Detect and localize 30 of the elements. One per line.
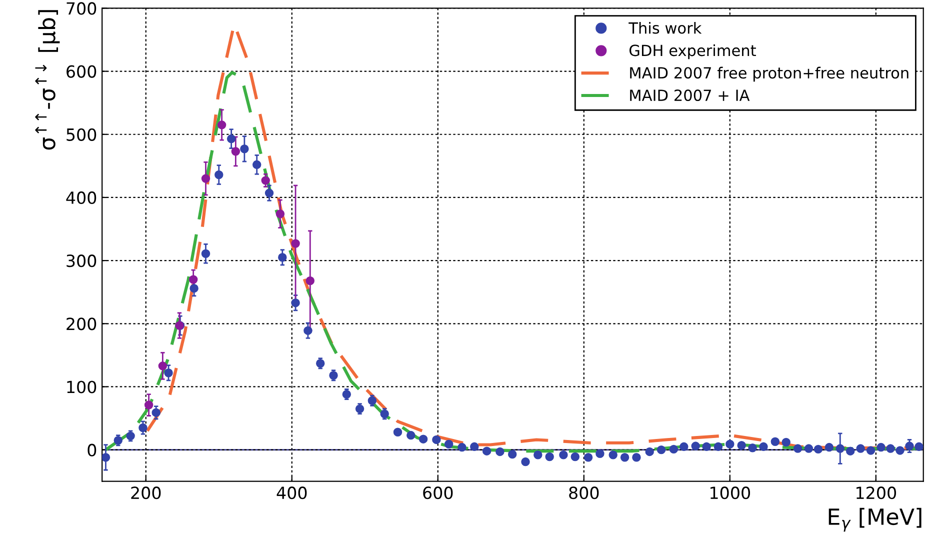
point xyxy=(261,176,270,185)
x-tick-label: 1000 xyxy=(710,486,750,500)
y-tick-label: 400 xyxy=(66,191,96,204)
x-axis-title: E$_{γ}$ [MeV] xyxy=(828,508,922,532)
y-tick-label: 100 xyxy=(67,380,96,394)
point xyxy=(144,400,154,410)
point xyxy=(217,120,226,130)
y-tick-label: 200 xyxy=(66,318,96,330)
point xyxy=(158,362,168,370)
x-tick-label: 600 xyxy=(423,486,453,500)
point xyxy=(276,210,285,218)
y-tick-label: 700 xyxy=(66,2,96,15)
point xyxy=(188,275,198,284)
x-tick-label: 400 xyxy=(276,486,307,500)
y-axis-title: σ$^{↑↑}$-σ$^{↑↓}$ [μb] xyxy=(35,10,60,150)
y-tick-label: 500 xyxy=(66,128,96,141)
legend-label: MAID 2007 + IA xyxy=(630,90,750,102)
point xyxy=(291,239,300,248)
x-tick-label: 800 xyxy=(569,486,599,500)
y-tick-label: 300 xyxy=(66,254,96,268)
x-tick-label: 200 xyxy=(131,486,161,500)
point xyxy=(201,174,210,183)
x-tick-label: 1200 xyxy=(856,486,896,500)
y-tick-label: 0 xyxy=(88,444,96,456)
y-tick-label: 600 xyxy=(66,65,96,78)
point xyxy=(306,276,315,286)
point xyxy=(231,147,240,156)
legend-label: MAID 2007 free proton+free neutron xyxy=(630,66,908,82)
legend-label: This work xyxy=(628,22,702,34)
legend-label: GDH experiment xyxy=(630,44,756,60)
